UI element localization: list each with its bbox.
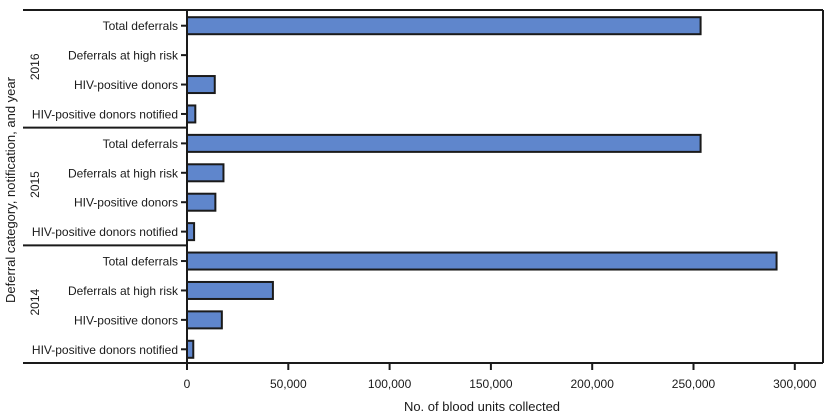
x-tick-label: 300,000 <box>773 377 817 391</box>
x-axis-title: No. of blood units collected <box>404 399 560 414</box>
year-label: 2016 <box>28 53 42 80</box>
x-axis: 0 50,000 100,000 150,000 200,000 250,000 300,0… <box>184 363 817 391</box>
category-label: HIV-positive donors notified <box>32 343 178 357</box>
x-tick-label: 150,000 <box>469 377 513 391</box>
bar <box>186 192 217 212</box>
bar <box>186 222 196 242</box>
year-label: 2015 <box>28 171 42 198</box>
category-label: Deferrals at high risk <box>68 49 179 63</box>
category-label: Total deferrals <box>103 19 178 33</box>
bar <box>186 75 216 95</box>
x-tick-label: 100,000 <box>368 377 412 391</box>
category-label: HIV-positive donors <box>74 313 178 327</box>
year-label: 2014 <box>28 288 42 315</box>
y-axis-category-labels: Total deferrals Deferrals at high risk HIV… <box>32 19 187 357</box>
y-axis-title: Deferral category, notification, and yea… <box>3 76 18 303</box>
plot-frame <box>23 9 824 369</box>
bar <box>186 339 195 359</box>
bar <box>186 104 197 124</box>
category-label: HIV-positive donors notified <box>32 107 178 121</box>
bar <box>186 251 778 271</box>
year-labels: 2016 2015 2014 <box>28 53 42 315</box>
bar <box>186 133 702 153</box>
category-label: HIV-positive donors <box>74 78 178 92</box>
category-label: Deferrals at high risk <box>68 166 179 180</box>
bar <box>186 310 223 330</box>
bars <box>186 16 778 359</box>
bar <box>186 280 274 300</box>
bar <box>186 16 702 36</box>
x-tick-label: 0 <box>184 377 191 391</box>
category-label: Total deferrals <box>103 137 178 151</box>
group-separators <box>23 126 823 364</box>
category-label: HIV-positive donors notified <box>32 225 178 239</box>
x-tick-label: 250,000 <box>672 377 716 391</box>
x-tick-label: 200,000 <box>571 377 615 391</box>
category-label: HIV-positive donors <box>74 196 178 210</box>
category-label: Total deferrals <box>103 255 178 269</box>
x-tick-label: 50,000 <box>270 377 307 391</box>
bar <box>186 163 225 183</box>
category-label: Deferrals at high risk <box>68 284 179 298</box>
